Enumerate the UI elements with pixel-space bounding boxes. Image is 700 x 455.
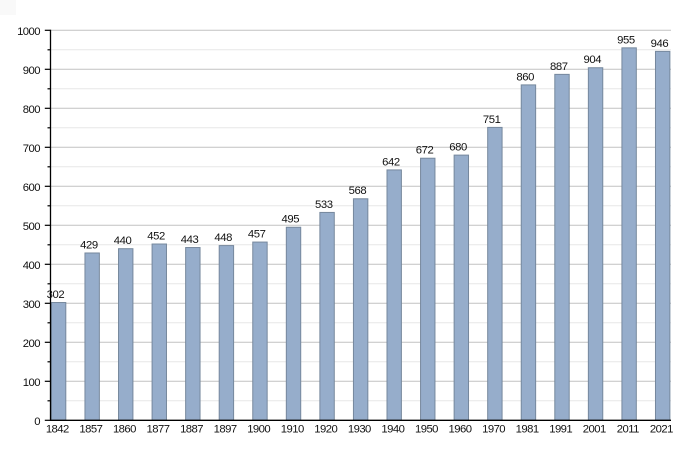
svg-text:600: 600 bbox=[23, 182, 40, 194]
svg-text:680: 680 bbox=[449, 142, 467, 154]
svg-text:2001: 2001 bbox=[583, 423, 606, 435]
svg-text:1981: 1981 bbox=[516, 423, 539, 435]
svg-text:429: 429 bbox=[80, 239, 98, 251]
svg-text:1857: 1857 bbox=[79, 423, 102, 435]
svg-text:300: 300 bbox=[23, 299, 40, 311]
svg-text:2011: 2011 bbox=[617, 423, 639, 435]
svg-text:1887: 1887 bbox=[180, 423, 203, 435]
svg-text:495: 495 bbox=[281, 214, 299, 226]
svg-text:1860: 1860 bbox=[113, 423, 136, 435]
svg-text:1910: 1910 bbox=[281, 423, 304, 435]
svg-text:887: 887 bbox=[550, 61, 568, 73]
svg-text:443: 443 bbox=[181, 234, 199, 246]
svg-text:200: 200 bbox=[23, 338, 40, 350]
svg-text:448: 448 bbox=[214, 232, 232, 244]
svg-text:955: 955 bbox=[617, 34, 635, 46]
svg-text:1842: 1842 bbox=[46, 423, 69, 435]
svg-text:672: 672 bbox=[416, 145, 434, 157]
svg-text:700: 700 bbox=[23, 143, 40, 155]
svg-text:302: 302 bbox=[47, 289, 65, 301]
svg-text:1970: 1970 bbox=[482, 423, 505, 435]
svg-text:1930: 1930 bbox=[348, 423, 371, 435]
svg-text:500: 500 bbox=[23, 221, 40, 233]
svg-text:400: 400 bbox=[23, 260, 40, 272]
svg-text:900: 900 bbox=[23, 65, 40, 77]
svg-text:751: 751 bbox=[483, 114, 501, 126]
svg-text:800: 800 bbox=[23, 104, 40, 116]
svg-text:1960: 1960 bbox=[449, 423, 472, 435]
svg-text:1900: 1900 bbox=[247, 423, 270, 435]
svg-text:946: 946 bbox=[651, 38, 669, 50]
svg-text:1950: 1950 bbox=[415, 423, 438, 435]
svg-text:1877: 1877 bbox=[147, 423, 170, 435]
svg-text:440: 440 bbox=[114, 235, 132, 247]
svg-text:1897: 1897 bbox=[214, 423, 237, 435]
svg-text:100: 100 bbox=[23, 377, 40, 389]
svg-text:2021: 2021 bbox=[650, 423, 673, 435]
svg-text:1940: 1940 bbox=[381, 423, 404, 435]
svg-text:1000: 1000 bbox=[17, 26, 40, 38]
svg-text:860: 860 bbox=[516, 71, 534, 83]
svg-text:642: 642 bbox=[382, 156, 400, 168]
svg-text:457: 457 bbox=[248, 228, 266, 240]
svg-text:452: 452 bbox=[147, 230, 165, 242]
svg-text:904: 904 bbox=[584, 54, 602, 66]
svg-text:533: 533 bbox=[315, 199, 333, 211]
svg-text:1991: 1991 bbox=[549, 423, 572, 435]
svg-text:0: 0 bbox=[34, 416, 40, 428]
svg-text:1920: 1920 bbox=[314, 423, 337, 435]
svg-text:568: 568 bbox=[349, 185, 367, 197]
